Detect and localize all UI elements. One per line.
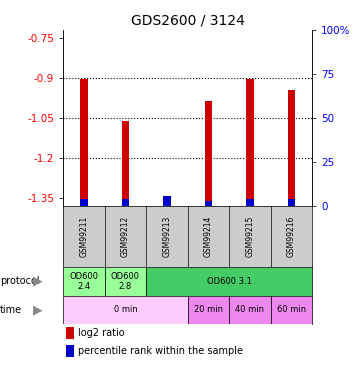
Bar	[288, 90, 295, 206]
Bar	[246, 80, 254, 206]
Bar	[80, 199, 88, 206]
FancyBboxPatch shape	[271, 296, 312, 324]
FancyBboxPatch shape	[63, 296, 188, 324]
Text: OD600
2.4: OD600 2.4	[69, 272, 99, 291]
Text: OD600
2.8: OD600 2.8	[111, 272, 140, 291]
Text: GSM99213: GSM99213	[162, 216, 171, 257]
Text: OD600 3.1: OD600 3.1	[207, 277, 252, 286]
Text: GSM99212: GSM99212	[121, 216, 130, 257]
Bar	[288, 199, 295, 206]
Text: GSM99214: GSM99214	[204, 216, 213, 257]
Bar	[163, 196, 171, 206]
Text: GSM99211: GSM99211	[79, 216, 88, 257]
FancyBboxPatch shape	[188, 296, 229, 324]
Title: GDS2600 / 3124: GDS2600 / 3124	[131, 13, 245, 27]
Text: ▶: ▶	[33, 303, 43, 316]
Text: 20 min: 20 min	[194, 305, 223, 314]
Bar	[66, 327, 74, 339]
Text: GSM99215: GSM99215	[245, 216, 255, 257]
Text: GSM99216: GSM99216	[287, 216, 296, 257]
Text: percentile rank within the sample: percentile rank within the sample	[78, 346, 243, 356]
FancyBboxPatch shape	[105, 267, 146, 296]
Bar	[163, 200, 171, 206]
Bar	[205, 101, 212, 206]
FancyBboxPatch shape	[229, 296, 271, 324]
Text: 0 min: 0 min	[114, 305, 137, 314]
Bar	[80, 80, 88, 206]
Text: time: time	[0, 305, 22, 315]
Text: protocol: protocol	[0, 276, 40, 286]
Bar	[122, 121, 129, 206]
Bar	[122, 199, 129, 206]
Bar	[205, 201, 212, 206]
Bar	[66, 345, 74, 357]
Bar	[246, 199, 254, 206]
Text: ▶: ▶	[33, 275, 43, 288]
FancyBboxPatch shape	[63, 267, 105, 296]
Text: 60 min: 60 min	[277, 305, 306, 314]
FancyBboxPatch shape	[146, 267, 312, 296]
Text: log2 ratio: log2 ratio	[78, 328, 125, 338]
Text: 40 min: 40 min	[235, 305, 265, 314]
